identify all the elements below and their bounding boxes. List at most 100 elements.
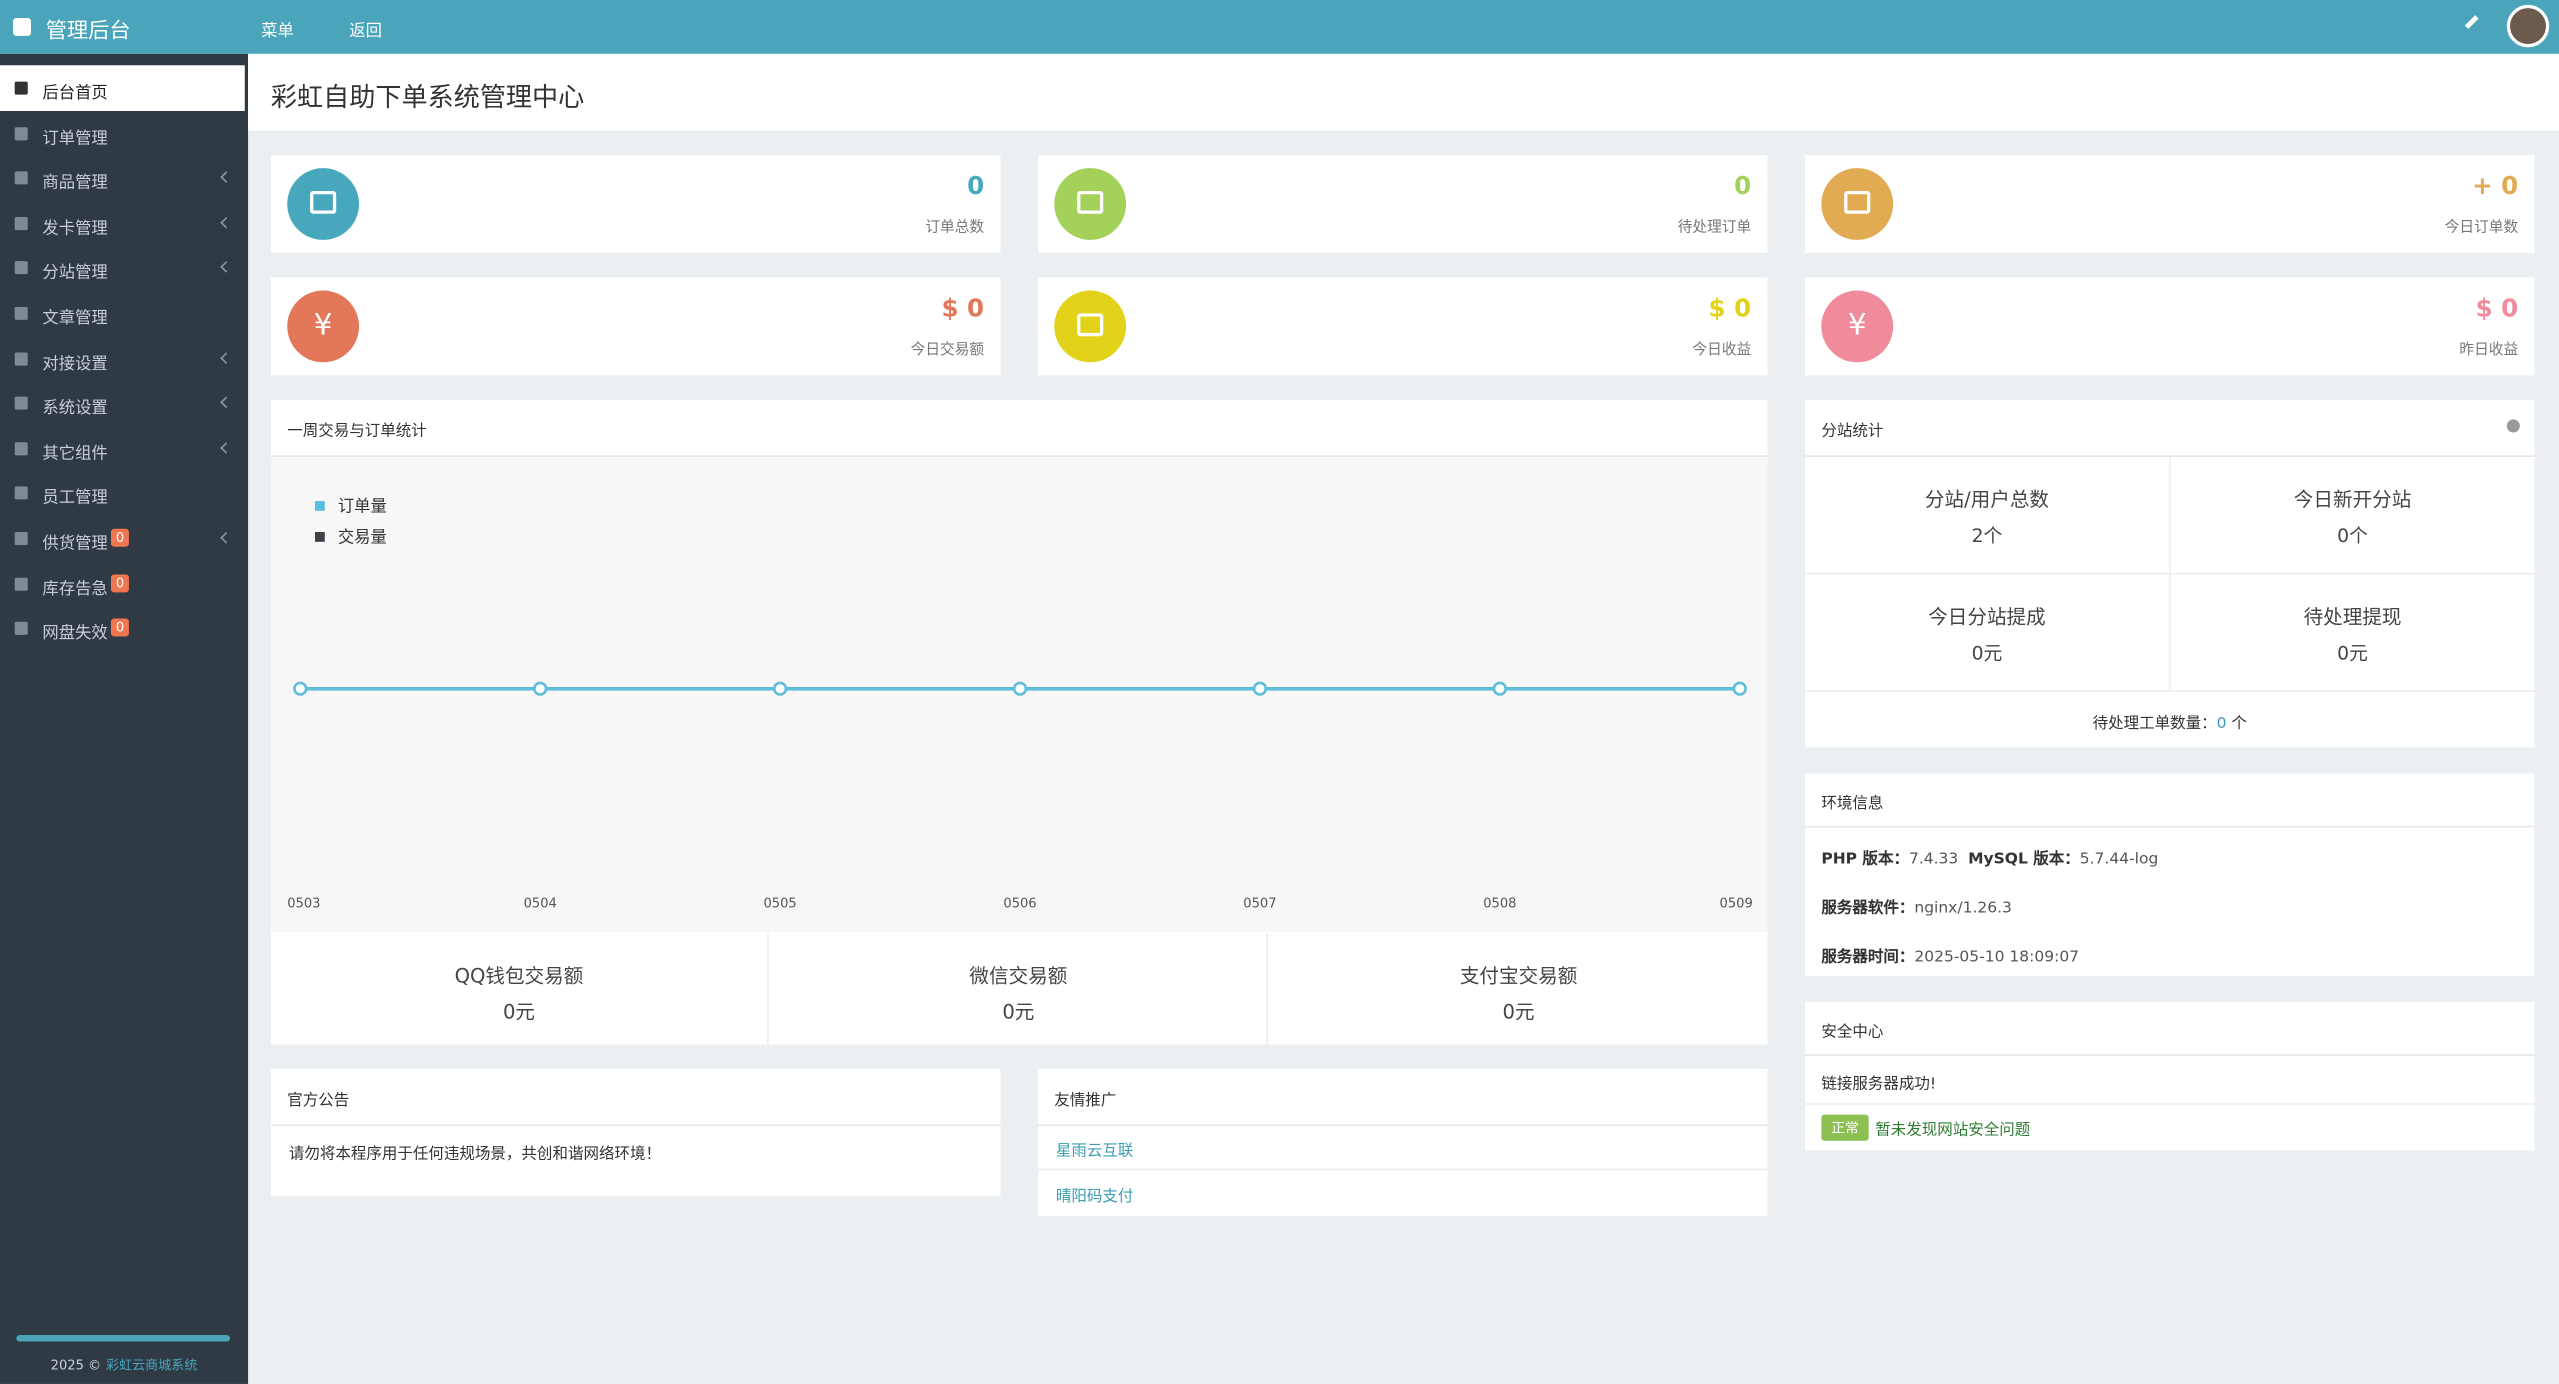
tickets-label: 待处理工单数量： (2092, 714, 2217, 733)
env-value: 5.7.44-log (2079, 850, 2159, 869)
panel-header (1037, 1069, 1768, 1127)
env-value: 7.4.33 (1908, 850, 1959, 869)
sidebar-item[interactable]: 库存告急 0 (0, 561, 248, 607)
legend-swatch (314, 532, 325, 542)
env-label: PHP 版本： (1821, 850, 1909, 869)
chevron (220, 351, 232, 364)
friend-link[interactable]: 星雨云互联 (1055, 1142, 1134, 1161)
stat-label: 今日订单数 (2444, 220, 2519, 237)
sidebar-icon (14, 261, 28, 275)
link-row (1038, 1170, 1768, 1214)
status-badge: 正常 (1821, 1114, 1869, 1141)
payment-cell: QQ钱包交易额 0元 (271, 933, 769, 1045)
sidebar-item[interactable]: 对接设置 (0, 336, 248, 382)
payment-value: 0元 (1002, 1000, 1035, 1024)
data-point (1013, 681, 1027, 696)
sidebar-item[interactable]: 文章管理 (0, 290, 248, 336)
panel-title: 一周交易与订单统计 (287, 422, 427, 441)
stat-icon (1054, 290, 1127, 363)
substats-panel: 分站统计 分站/用户总数 2个 今日新开分站 0个 今日分站提成 0元 待处理提现 0元 待处理工… (1805, 399, 2535, 748)
panel-header (1805, 774, 2535, 828)
tickets-unit: 个 (2231, 714, 2247, 733)
sidebar-label: 商品管理 (42, 174, 108, 193)
footer-bar (16, 1334, 231, 1342)
panel-header (1805, 1002, 2535, 1056)
x-tick-label: 0506 (1003, 896, 1036, 911)
x-tick-label: 0503 (287, 896, 320, 911)
sidebar-icon (14, 171, 28, 185)
status-dot (2506, 419, 2520, 433)
sidebar-label: 对接设置 (42, 355, 108, 374)
panel-title: 安全中心 (1821, 1023, 1884, 1042)
sidebar-label: 系统设置 (42, 400, 108, 419)
data-point (1492, 681, 1507, 696)
sidebar-icon (14, 306, 28, 320)
top-bar: 管理后台 菜单 返回 (0, 0, 2559, 54)
row-divider (1805, 1103, 2535, 1105)
panel-header (270, 1069, 1001, 1127)
stat-card: + 0 今日订单数 (1805, 155, 2535, 253)
avatar[interactable] (2506, 4, 2550, 48)
sidebar-item[interactable]: 网盘失效 0 (0, 606, 248, 652)
security-status: 链接服务器成功! (1821, 1075, 1937, 1094)
stat-card: 0 订单总数 (270, 155, 1001, 253)
substat-value: 0元 (1971, 641, 2003, 665)
chevron (220, 531, 232, 544)
substat-cell: 今日新开分站 0个 (2170, 457, 2535, 575)
sidebar-item[interactable]: 供货管理 0 (0, 516, 248, 562)
env-row: 服务器软件：nginx/1.26.3 (1821, 894, 2012, 917)
env-label: MySQL 版本： (1968, 850, 2080, 869)
substat-label: 今日分站提成 (1928, 605, 2046, 629)
substat-label: 待处理提现 (2303, 605, 2402, 629)
panel-title: 环境信息 (1821, 794, 1884, 813)
payment-label: QQ钱包交易额 (454, 964, 584, 988)
friend-link[interactable]: 晴阳码支付 (1055, 1188, 1134, 1207)
sidebar-item[interactable]: 其它组件 (0, 426, 248, 472)
sidebar-icon (14, 486, 28, 501)
sidebar-item[interactable]: 发卡管理 (0, 200, 248, 246)
chevron (220, 441, 232, 454)
sidebar: 后台首页 订单管理商品管理发卡管理 分站管理 文章管理对接设置系统设置其它组件 员工管理… (0, 53, 249, 1384)
page-title: 彩虹自助下单系统管理中心 (270, 81, 585, 113)
stat-icon (287, 168, 360, 240)
payment-label: 微信交易额 (969, 964, 1068, 988)
badge: 0 (110, 618, 130, 637)
badge: 0 (110, 528, 130, 547)
links-panel: 友情推广 星雨云互联 晴阳码支付 (1037, 1068, 1768, 1216)
payment-label: 支付宝交易额 (1459, 964, 1578, 988)
stat-icon (1821, 168, 1894, 240)
sidebar-item[interactable]: 分站管理 (0, 245, 248, 291)
menu-button[interactable]: 菜单 (261, 22, 294, 41)
notice-panel: 官方公告 请勿将本程序用于任何违规场景，共创和谐网络环境！ (270, 1068, 1001, 1197)
stat-value: $ 0 (2475, 293, 2519, 324)
stat-value: $ 0 (1708, 293, 1752, 324)
sidebar-icon (14, 216, 28, 230)
footer-link[interactable]: 彩虹云商城系统 (106, 1357, 198, 1373)
sidebar-item[interactable]: 系统设置 (0, 381, 248, 427)
substat-cell: 分站/用户总数 2个 (1805, 456, 2171, 575)
stat-label: 待处理订单 (1677, 220, 1752, 237)
x-tick-label: 0505 (763, 896, 796, 911)
stat-value: $ 0 (941, 293, 985, 324)
env-row: PHP 版本：7.4.33 MySQL 版本：5.7.44-log (1821, 845, 2158, 868)
sidebar-icon (14, 81, 28, 95)
legend-swatch (314, 501, 325, 511)
sidebar-item[interactable]: 商品管理 (0, 155, 248, 201)
sidebar-icon (14, 351, 28, 365)
tickets-value: 0 (2216, 714, 2227, 733)
settings-icon[interactable] (2464, 15, 2479, 29)
logo-icon (13, 17, 32, 36)
data-point (1252, 681, 1267, 696)
sidebar-label: 库存告急 (42, 580, 108, 599)
env-value: nginx/1.26.3 (1914, 899, 2012, 918)
stat-card: 0 待处理订单 (1037, 155, 1768, 253)
sidebar-item[interactable]: 员工管理 (0, 471, 248, 517)
sidebar-item[interactable]: 订单管理 (0, 110, 248, 156)
sidebar-item[interactable]: 后台首页 (0, 65, 245, 111)
stat-label: 今日交易额 (910, 342, 985, 360)
tickets: 待处理工单数量：0 个 (1805, 710, 2535, 733)
back-button[interactable]: 返回 (349, 22, 382, 41)
icon-glyph (1077, 190, 1104, 214)
